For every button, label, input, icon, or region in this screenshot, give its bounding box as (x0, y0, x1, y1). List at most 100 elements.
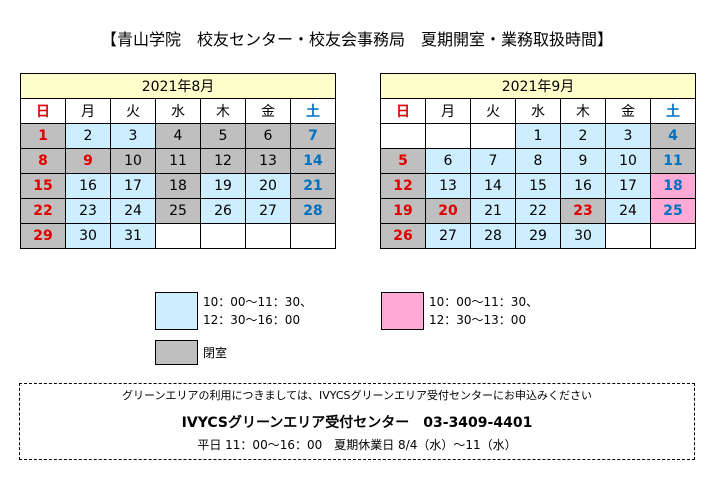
day: 18 (156, 174, 201, 199)
weekday: 木 (561, 99, 606, 124)
day: 3 (606, 124, 651, 149)
day: 7 (471, 149, 516, 174)
day: 15 (516, 174, 561, 199)
weekday: 金 (606, 99, 651, 124)
calendar: 2021年8月日月火水木金土 1 2 3 4 5 6 7 8 9 10 11 12 13 14 15 16 17 1… (20, 73, 336, 249)
day: 19 (381, 199, 426, 224)
empty-day (471, 124, 516, 149)
weekday: 木 (201, 99, 246, 124)
legend-text: 10：00～11：30、 12：30～16：00 (203, 293, 312, 329)
weekday: 日 (381, 99, 426, 124)
day: 10 (606, 149, 651, 174)
day: 9 (66, 149, 111, 174)
day: 2 (561, 124, 606, 149)
weekday-row: 日月火水木金土 (381, 99, 696, 124)
day: 2 (66, 124, 111, 149)
day: 3 (111, 124, 156, 149)
day: 28 (291, 199, 336, 224)
empty-day (606, 224, 651, 249)
weekday: 土 (651, 99, 696, 124)
weekday: 月 (426, 99, 471, 124)
legend-line: 閉室 (203, 345, 228, 360)
empty-day (291, 224, 336, 249)
weekday: 日 (21, 99, 66, 124)
empty-day (246, 224, 291, 249)
day: 5 (201, 124, 246, 149)
day: 12 (381, 174, 426, 199)
day: 29 (516, 224, 561, 249)
week-row: 15 16 17 18 19 20 21 (21, 174, 336, 199)
week-row: 22 23 24 25 26 27 28 (21, 199, 336, 224)
day: 26 (201, 199, 246, 224)
day: 4 (156, 124, 201, 149)
day: 13 (426, 174, 471, 199)
week-row: 5 6 7 8 9 10 11 (381, 149, 696, 174)
calendar: 2021年9月日月火水木金土 1 2 3 4 5 6 7 8 9 10 11 12 13 14 15 16 17 1… (380, 73, 696, 249)
weekday-row: 日月火水木金土 (21, 99, 336, 124)
day: 30 (561, 224, 606, 249)
day: 1 (21, 124, 66, 149)
weekday: 水 (516, 99, 561, 124)
day: 5 (381, 149, 426, 174)
day: 20 (246, 174, 291, 199)
footer-contact: IVYCSグリーンエリア受付センター 03-3409-4401 (181, 415, 533, 431)
empty-day (426, 124, 471, 149)
day: 12 (201, 149, 246, 174)
legend-line: 10：00～11：30、 (429, 295, 539, 309)
day: 17 (606, 174, 651, 199)
day: 15 (21, 174, 66, 199)
day: 30 (66, 224, 111, 249)
week-row: 12 13 14 15 16 17 18 (381, 174, 696, 199)
legend-text: 閉室 (203, 344, 227, 362)
day: 22 (21, 199, 66, 224)
week-row: 26 27 28 29 30 (381, 224, 696, 249)
footer: グリーンエリアの利用につきましては、IVYCSグリーンエリア受付センターにお申込… (19, 383, 695, 460)
day: 14 (471, 174, 516, 199)
day: 4 (651, 124, 696, 149)
day: 17 (111, 174, 156, 199)
legend-text: 10：00～11：30、 12：30～13：00 (429, 293, 538, 329)
weekday: 火 (111, 99, 156, 124)
calendar-header: 2021年8月 (21, 74, 336, 99)
day: 1 (516, 124, 561, 149)
day: 22 (516, 199, 561, 224)
day: 21 (471, 199, 516, 224)
day: 8 (21, 149, 66, 174)
day: 31 (111, 224, 156, 249)
day: 16 (561, 174, 606, 199)
day: 14 (291, 149, 336, 174)
day: 27 (426, 224, 471, 249)
legend-line: 10：00～11：30、 (203, 295, 313, 309)
day: 19 (201, 174, 246, 199)
day: 11 (156, 149, 201, 174)
day: 26 (381, 224, 426, 249)
day: 10 (111, 149, 156, 174)
empty-day (651, 224, 696, 249)
week-row: 19 20 21 22 23 24 25 (381, 199, 696, 224)
footer-hours: 平日 11：00～16：00 夏期休業日 8/4（水）～11（水） (197, 438, 517, 452)
month-title: 2021年9月 (381, 74, 696, 99)
day: 11 (651, 149, 696, 174)
day: 7 (291, 124, 336, 149)
empty-day (156, 224, 201, 249)
day: 21 (291, 174, 336, 199)
weekday: 水 (156, 99, 201, 124)
week-row: 29 30 31 (21, 224, 336, 249)
legend-line: 12：30～16：00 (203, 313, 301, 327)
day: 29 (21, 224, 66, 249)
day: 25 (156, 199, 201, 224)
legend-line: 12：30～13：00 (429, 313, 527, 327)
day: 6 (246, 124, 291, 149)
day: 8 (516, 149, 561, 174)
footer-note: グリーンエリアの利用につきましては、IVYCSグリーンエリア受付センターにお申込… (122, 389, 592, 402)
day: 9 (561, 149, 606, 174)
day: 20 (426, 199, 471, 224)
day: 6 (426, 149, 471, 174)
day: 18 (651, 174, 696, 199)
legend-swatch (155, 340, 198, 365)
day: 23 (66, 199, 111, 224)
weekday: 月 (66, 99, 111, 124)
